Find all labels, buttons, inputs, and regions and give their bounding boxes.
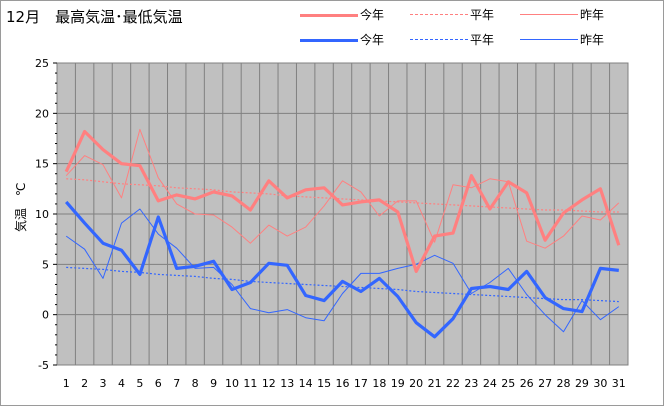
x-tick-label: 28 [557,377,571,390]
series-line-min-thin [65,208,620,333]
legend-label: 平年 [470,33,495,47]
y-tick-label: 25 [35,57,49,70]
x-tick-label: 25 [501,377,515,390]
x-tick-label: 7 [173,377,180,390]
y-axis-label: 気温 ℃ [13,183,28,232]
x-tick-label: 1 [63,377,70,390]
x-tick-label: 16 [336,377,350,390]
legend-swatch [410,14,468,15]
x-tick-label: 31 [612,377,626,390]
y-tick-label: 10 [35,208,49,221]
chart-title: 12月 最高気温･最低気温 [6,8,183,26]
legend-item-max-lastyear: 昨年 [520,6,640,22]
x-tick-label: 3 [100,377,107,390]
legend-swatch [410,39,468,40]
legend-swatch [300,39,358,42]
x-tick-label: 21 [428,377,442,390]
x-tick-label: 10 [225,377,239,390]
x-tick-label: 8 [192,377,199,390]
legend-label: 今年 [360,8,385,22]
x-tick-label: 26 [520,377,534,390]
legend-label: 昨年 [580,8,605,22]
series-layer [64,128,621,339]
x-tick-label: 18 [372,377,386,390]
legend-item-max-normal: 平年 [410,6,530,22]
y-axis: -5 0 5 10 15 20 25 [35,57,57,372]
series-line-max-thin [65,128,620,249]
series-line-max-dashed [66,178,619,213]
legend-item-min-current: 今年 [300,31,420,47]
legend-label: 今年 [360,33,385,47]
legend-swatch [520,14,578,15]
x-axis: 1 2 3 4 5 6 7 8 9 10 11 12 13 14 15 16 17 18 19 20 21 22 23 24 2… [63,377,626,390]
legend-label: 昨年 [580,33,605,47]
legend-swatch [300,14,358,17]
x-tick-label: 23 [464,377,478,390]
y-tick-label: -5 [38,359,49,372]
legend-swatch [520,39,578,40]
x-tick-label: 27 [538,377,552,390]
legend-item-max-current: 今年 [300,6,420,22]
x-tick-label: 13 [280,377,294,390]
y-tick-label: 5 [42,258,49,271]
series-line-max-thick [64,129,621,273]
y-tick-label: 0 [42,309,49,322]
x-tick-label: 11 [243,377,257,390]
x-tick-label: 22 [446,377,460,390]
y-tick-label: 20 [35,107,49,120]
legend-item-min-lastyear: 昨年 [520,31,640,47]
series-line-min-dashed [66,266,619,303]
x-tick-label: 14 [299,377,313,390]
x-tick-label: 12 [262,377,276,390]
legend: 今年 平年 昨年 今年 平年 昨年 [300,6,660,48]
x-tick-label: 30 [593,377,607,390]
x-tick-label: 2 [81,377,88,390]
y-tick-label: 15 [35,158,49,171]
x-tick-label: 17 [354,377,368,390]
legend-item-min-normal: 平年 [410,31,530,47]
series-line-min-thick [64,200,619,339]
legend-label: 平年 [470,8,495,22]
x-tick-label: 6 [155,377,162,390]
x-tick-label: 24 [483,377,497,390]
x-tick-label: 5 [136,377,143,390]
x-tick-label: 19 [391,377,405,390]
x-tick-label: 9 [210,377,217,390]
x-tick-label: 20 [409,377,423,390]
x-tick-label: 15 [317,377,331,390]
x-tick-label: 4 [118,377,125,390]
x-tick-label: 29 [575,377,589,390]
